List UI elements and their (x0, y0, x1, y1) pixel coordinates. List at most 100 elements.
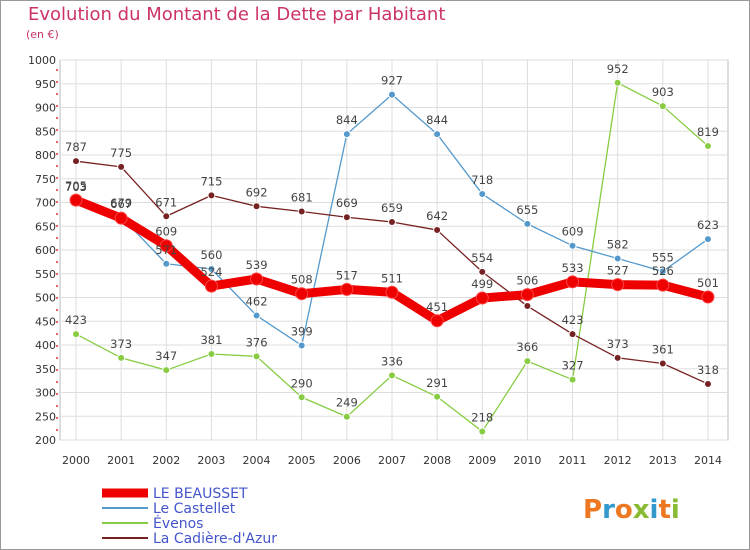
axis-dot (56, 141, 58, 143)
data-point (342, 412, 351, 421)
data-point (613, 254, 622, 263)
y-tick-label: 250 (35, 410, 56, 423)
data-point (568, 241, 577, 250)
data-label: 952 (607, 62, 629, 76)
data-point (701, 290, 715, 304)
data-label: 681 (291, 191, 313, 205)
data-point (611, 278, 625, 292)
data-point (523, 357, 532, 366)
legend-label: LE BEAUSSET (153, 486, 248, 502)
x-tick-label: 2012 (604, 454, 632, 467)
data-point (162, 366, 171, 375)
data-point (297, 207, 306, 216)
data-point (387, 217, 396, 226)
data-label: 819 (697, 125, 719, 139)
axis-dot (56, 381, 58, 383)
x-tick-label: 2011 (559, 454, 587, 467)
data-point (207, 191, 216, 200)
y-tick-label: 900 (35, 102, 56, 115)
axis-dot (56, 285, 58, 287)
axis-dot (56, 93, 58, 95)
data-label: 539 (246, 258, 268, 272)
data-label: 844 (426, 113, 448, 127)
data-point (252, 311, 261, 320)
data-point (433, 392, 442, 401)
y-tick-label: 950 (35, 78, 56, 91)
data-label: 336 (381, 354, 403, 368)
data-label: 506 (516, 274, 538, 288)
chart-title: Evolution du Montant de la Dette par Hab… (28, 4, 446, 25)
y-tick-label: 1000 (28, 54, 56, 67)
data-label: 327 (562, 359, 584, 373)
data-label: 903 (652, 85, 674, 99)
x-tick-label: 2000 (62, 454, 90, 467)
axis-dot (56, 321, 58, 323)
axis-dot (56, 405, 58, 407)
data-label: 423 (65, 313, 87, 327)
data-point (117, 162, 126, 171)
data-label: 423 (562, 313, 584, 327)
data-label: 249 (336, 396, 358, 410)
data-point (430, 314, 444, 328)
data-point (566, 275, 580, 289)
data-point (72, 330, 80, 339)
data-point (523, 219, 532, 228)
data-point (295, 287, 309, 301)
data-point (387, 371, 396, 380)
y-tick-label: 650 (35, 220, 56, 233)
axis-dot (56, 249, 58, 251)
data-point (703, 379, 712, 388)
x-tick-label: 2003 (197, 454, 225, 467)
data-label: 291 (426, 376, 448, 390)
axis-dot (56, 129, 58, 131)
data-label: 655 (516, 203, 538, 217)
data-label: 381 (200, 333, 222, 347)
data-label: 927 (381, 74, 403, 88)
data-point (72, 157, 80, 166)
axis-dot (56, 369, 58, 371)
logo-letter: o (615, 495, 633, 525)
chart-unit: (en €) (26, 28, 59, 41)
axis-dot (56, 201, 58, 203)
data-label: 376 (246, 335, 268, 349)
data-label: 347 (155, 349, 177, 363)
logo-letter: x (633, 495, 650, 525)
legend-label: La Cadière-d'Azur (153, 531, 277, 547)
axis-dot (56, 261, 58, 263)
data-label: 715 (200, 174, 222, 188)
data-point (656, 278, 670, 292)
data-label: 775 (110, 146, 132, 160)
data-label: 373 (607, 337, 629, 351)
data-label: 511 (381, 271, 403, 285)
data-label: 501 (697, 276, 719, 290)
data-point (520, 288, 534, 302)
data-point (340, 282, 354, 296)
data-point (613, 353, 622, 362)
proxiti-logo: Proxiti (583, 495, 680, 525)
data-label: 555 (652, 250, 674, 264)
logo-letter: P (583, 495, 602, 525)
data-point (568, 375, 577, 384)
data-point (69, 193, 83, 207)
data-point (478, 427, 487, 436)
data-label: 642 (426, 209, 448, 223)
axis-dot (56, 429, 58, 431)
data-point (703, 235, 712, 244)
data-point (117, 353, 126, 362)
logo-letter: i (671, 495, 680, 525)
y-tick-label: 200 (35, 434, 56, 447)
data-point (297, 393, 306, 402)
data-point (252, 352, 261, 361)
data-point (159, 239, 173, 253)
data-label: 844 (336, 113, 358, 127)
data-label: 290 (291, 376, 313, 390)
data-point (342, 130, 351, 139)
logo-letter: r (602, 495, 615, 525)
data-label: 623 (697, 218, 719, 232)
data-point (297, 341, 306, 350)
axis-dot (56, 189, 58, 191)
data-label: 373 (110, 337, 132, 351)
y-tick-label: 700 (35, 197, 56, 210)
data-label: 669 (336, 196, 358, 210)
